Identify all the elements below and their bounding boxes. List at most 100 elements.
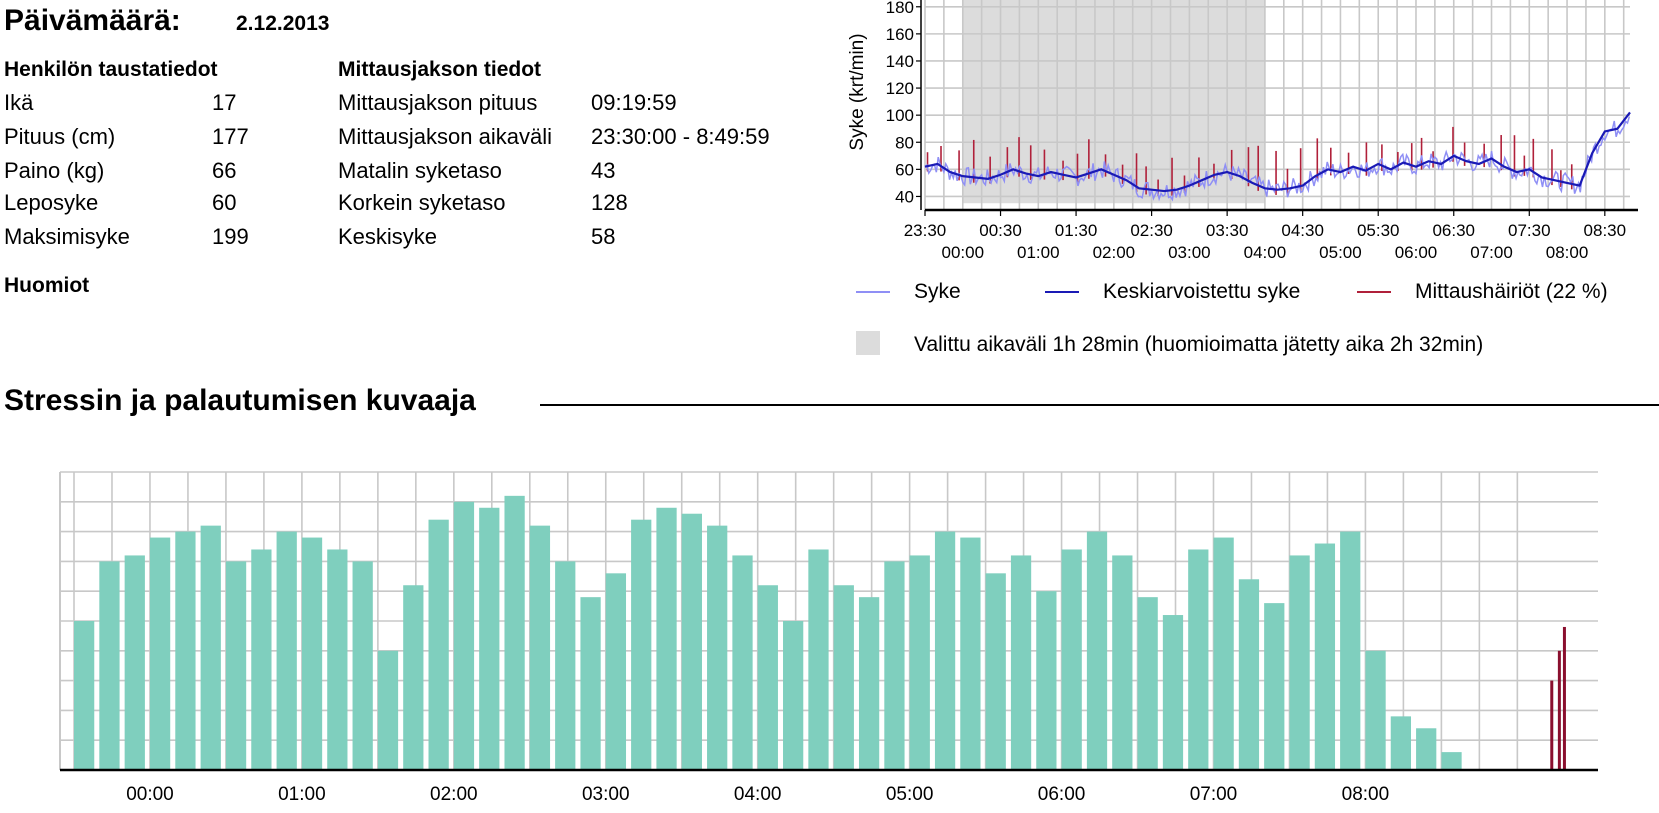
stress-bar xyxy=(1238,579,1260,770)
hr-y-tick-label: 140 xyxy=(886,52,914,71)
date-value: 2.12.2013 xyxy=(236,12,330,35)
hr-x-tick-label-upper: 05:30 xyxy=(1357,221,1400,240)
hr-y-tick-label: 100 xyxy=(886,106,914,125)
stress-bar xyxy=(276,531,297,770)
hr-x-tick-label-lower: 08:00 xyxy=(1546,243,1589,262)
hr-x-tick-label-upper: 03:30 xyxy=(1206,221,1249,240)
hr-x-tick-label-upper: 23:30 xyxy=(904,221,947,240)
stress-bar xyxy=(301,537,323,770)
hr-x-tick-label-upper: 01:30 xyxy=(1055,221,1098,240)
height-value: 177 xyxy=(212,124,249,149)
stress-bar xyxy=(1365,650,1386,770)
background-info-title: Henkilön taustatiedot xyxy=(4,58,218,81)
legend-label: Valittu aikaväli 1h 28min (huomioimatta … xyxy=(914,333,1483,356)
stress-bar xyxy=(1441,752,1462,770)
hr-x-tick-label-lower: 01:00 xyxy=(1017,243,1060,262)
stress-bar xyxy=(504,495,525,770)
stress-bar xyxy=(783,621,804,770)
min-hr-label: Matalin syketaso xyxy=(338,158,502,183)
hr-y-axis-label: Syke (krt/min) xyxy=(847,33,868,150)
legend-box-swatch xyxy=(856,331,880,355)
stress-bar xyxy=(352,561,373,770)
stress-bar xyxy=(479,507,500,770)
weight-label: Paino (kg) xyxy=(4,158,105,183)
stress-bar xyxy=(453,501,475,770)
stress-bar xyxy=(225,561,247,770)
stress-bar xyxy=(909,555,930,770)
max-hr-level-value: 128 xyxy=(591,190,628,215)
hr-x-tick-label-upper: 04:30 xyxy=(1281,221,1324,240)
stress-bar xyxy=(1390,716,1412,770)
stress-bar xyxy=(1264,603,1285,770)
stress-bar-noise xyxy=(1550,680,1554,770)
age-value: 17 xyxy=(212,90,237,115)
stress-bar xyxy=(1340,531,1361,770)
stress-x-tick-label: 05:00 xyxy=(886,784,934,805)
stress-bar xyxy=(1061,549,1082,770)
stress-bar xyxy=(149,537,171,770)
measurement-info-title: Mittausjakson tiedot xyxy=(338,58,542,81)
stress-bar xyxy=(1213,537,1234,770)
stress-bar xyxy=(884,561,905,770)
averaged-heart-rate-line xyxy=(924,111,1631,193)
stress-bar xyxy=(985,573,1006,770)
stress-bar xyxy=(428,519,449,770)
period-range-label: Mittausjakson aikaväli xyxy=(338,124,552,149)
stress-bar xyxy=(580,597,601,770)
stress-bar xyxy=(200,525,221,770)
resting-hr-value: 60 xyxy=(212,190,237,215)
stress-x-tick-label: 02:00 xyxy=(430,784,478,805)
stress-x-tick-label: 07:00 xyxy=(1190,784,1238,805)
stress-bar xyxy=(1416,728,1437,770)
stress-bar xyxy=(707,525,728,770)
weight-value: 66 xyxy=(212,158,237,183)
period-range-value: 23:30:00 - 8:49:59 xyxy=(591,124,770,149)
stress-bars xyxy=(74,495,1566,770)
max-hr-level-label: Korkein syketaso xyxy=(338,190,506,215)
section-divider xyxy=(540,404,1659,406)
hr-y-tick-label: 60 xyxy=(895,160,914,179)
hr-x-tick-label-lower: 04:00 xyxy=(1244,243,1287,262)
stress-axes: 00:00 01:00 02:00 03:00 04:00 05:00 06:00 07:00… xyxy=(59,472,1598,805)
stress-bar xyxy=(757,585,778,770)
hr-x-tick-label-upper: 06:30 xyxy=(1432,221,1475,240)
stress-bar xyxy=(681,513,702,770)
avg-hr-value: 58 xyxy=(591,224,616,249)
stress-bar xyxy=(960,537,981,770)
stress-bar xyxy=(99,561,120,770)
hr-x-tick-label-upper: 08:30 xyxy=(1584,221,1627,240)
stress-bar xyxy=(327,549,348,770)
hr-x-tick-label-upper: 02:30 xyxy=(1130,221,1173,240)
stress-bar xyxy=(555,561,576,770)
hr-x-tick-label-lower: 06:00 xyxy=(1395,243,1438,262)
stress-bar xyxy=(1289,555,1310,770)
hr-y-tick-label: 160 xyxy=(886,25,914,44)
stress-x-tick-label: 04:00 xyxy=(734,784,782,805)
max-hr-value: 199 xyxy=(212,224,249,249)
stress-bar-noise xyxy=(1557,650,1561,770)
max-hr-label: Maksimisyke xyxy=(4,224,130,249)
legend-label: Syke xyxy=(914,280,961,303)
stress-bar xyxy=(1314,543,1336,770)
period-length-value: 09:19:59 xyxy=(591,90,677,115)
stress-bar xyxy=(833,585,854,770)
stress-bar xyxy=(631,519,652,770)
stress-bar xyxy=(1086,531,1108,770)
stress-bar-noise xyxy=(1562,626,1566,770)
hr-axes: 40 60 80 100 120 140 160 180 23:30 00:30 01:30 02:3… xyxy=(886,0,1638,262)
hr-x-tick-label-upper: 07:30 xyxy=(1508,221,1551,240)
hr-y-tick-label: 180 xyxy=(886,0,914,17)
stress-bar xyxy=(175,531,196,770)
notes-title: Huomiot xyxy=(4,274,90,297)
min-hr-value: 43 xyxy=(591,158,616,183)
stress-bar xyxy=(1188,549,1209,770)
stress-bar xyxy=(529,525,551,770)
stress-bar xyxy=(377,650,399,770)
heart-rate-chart: 40 60 80 100 120 140 160 180 23:30 00:30 01:30 02:3… xyxy=(847,0,1638,356)
stress-bar xyxy=(1112,555,1133,770)
stress-x-tick-label: 03:00 xyxy=(582,784,630,805)
stress-bar xyxy=(251,549,272,770)
stress-bar xyxy=(1010,555,1032,770)
stress-bar xyxy=(808,549,829,770)
stress-bar xyxy=(1162,615,1184,770)
